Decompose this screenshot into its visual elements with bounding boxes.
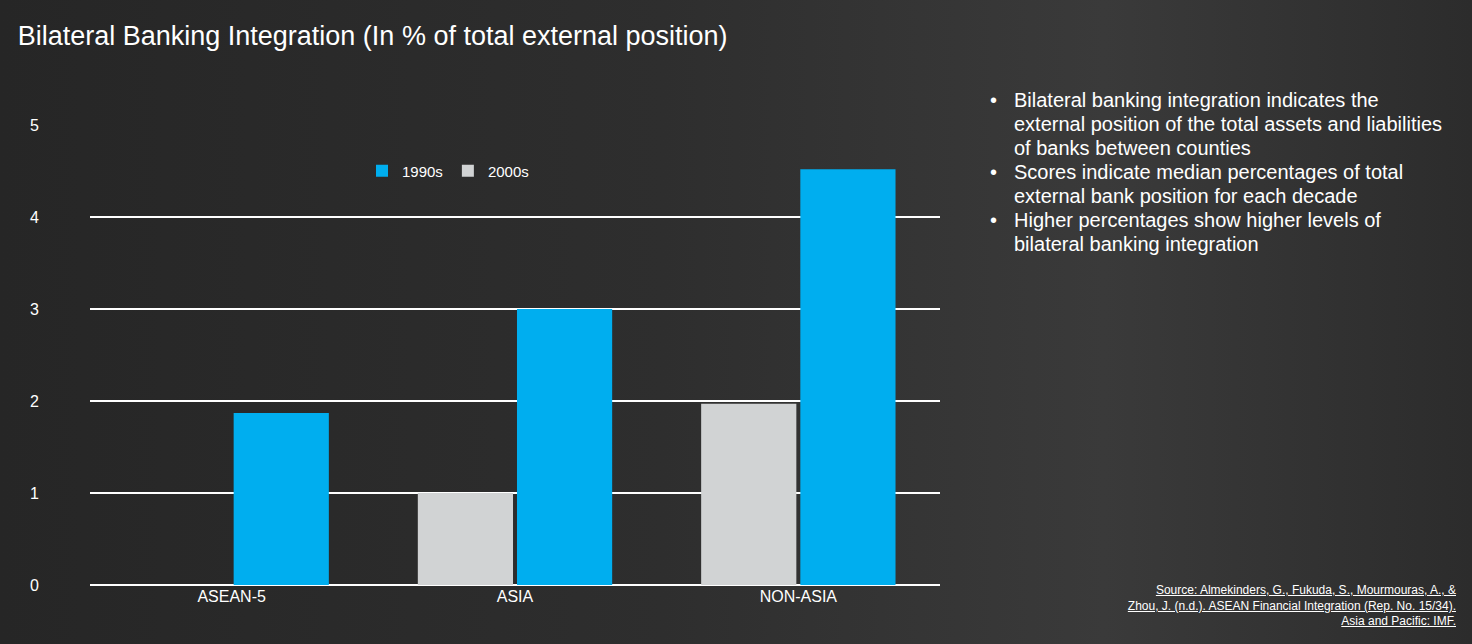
svg-text:ASEAN-5: ASEAN-5: [197, 588, 266, 605]
html-text:Bilateral banking integration: Bilateral banking integration indicates …: [1014, 89, 1442, 159]
svg-text:1: 1: [30, 485, 39, 502]
svg-text:2000s: 2000s: [488, 163, 529, 180]
svg-text:0: 0: [30, 577, 39, 594]
html-text:Higher percentages show higher: Higher percentages show higher levels of…: [1014, 209, 1381, 255]
svg-text:2: 2: [30, 393, 39, 410]
svg-text:NON-ASIA: NON-ASIA: [760, 588, 838, 605]
svg-text:1990s: 1990s: [402, 163, 443, 180]
svg-text:Bilateral Banking Integration: Bilateral Banking Integration (In % of t…: [18, 21, 728, 51]
html-text:Scores indicate median percent: Scores indicate median percentages of to…: [1014, 161, 1404, 207]
svg-text:3: 3: [30, 301, 39, 318]
svg-text:ASIA: ASIA: [497, 588, 534, 605]
svg-text:4: 4: [30, 209, 39, 226]
html-text:Source: Almekinders, G., Fukud: Source: Almekinders, G., Fukuda, S., Mou…: [1127, 583, 1456, 629]
svg-text:5: 5: [30, 117, 39, 134]
